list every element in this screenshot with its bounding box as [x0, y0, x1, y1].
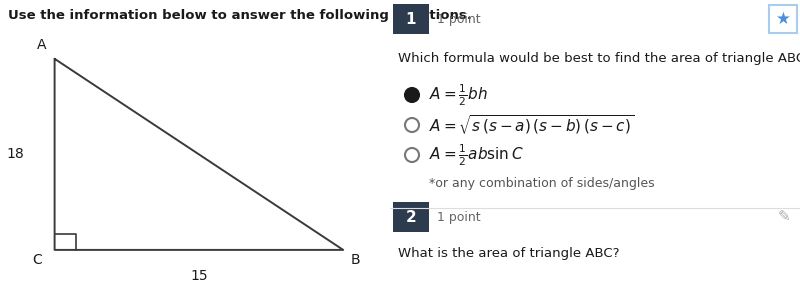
Text: A: A: [38, 38, 46, 52]
Text: ✎: ✎: [778, 210, 790, 225]
Text: Which formula would be best to find the area of triangle ABC?: Which formula would be best to find the …: [398, 52, 800, 65]
Text: 1 point: 1 point: [437, 13, 481, 26]
Text: C: C: [32, 253, 42, 268]
Circle shape: [405, 148, 419, 162]
Text: ★: ★: [775, 10, 790, 28]
Text: 2: 2: [406, 210, 416, 225]
Bar: [393, 202, 429, 232]
Circle shape: [405, 88, 419, 102]
Bar: [393, 4, 429, 34]
Text: 15: 15: [190, 269, 208, 283]
Circle shape: [405, 118, 419, 132]
Text: *or any combination of sides/angles: *or any combination of sides/angles: [429, 177, 654, 190]
FancyBboxPatch shape: [769, 5, 797, 33]
Text: $A = \sqrt{s\,(s-a)\,(s-b)\,(s-c)}$: $A = \sqrt{s\,(s-a)\,(s-b)\,(s-c)}$: [429, 113, 634, 137]
Text: $A = \frac{1}{2}bh$: $A = \frac{1}{2}bh$: [429, 82, 488, 108]
Text: Use the information below to answer the following questions.: Use the information below to answer the …: [8, 9, 472, 22]
Text: 18: 18: [6, 147, 25, 161]
Text: 1 point: 1 point: [437, 211, 481, 223]
Text: $A = \frac{1}{2}ab\sin C$: $A = \frac{1}{2}ab\sin C$: [429, 142, 524, 168]
Text: 1: 1: [406, 11, 416, 26]
Text: B: B: [351, 253, 361, 268]
Text: What is the area of triangle ABC?: What is the area of triangle ABC?: [398, 247, 619, 260]
